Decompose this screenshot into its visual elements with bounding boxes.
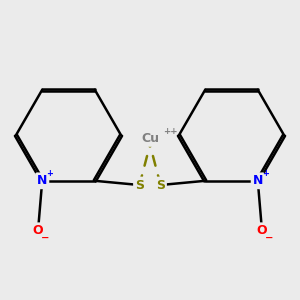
Text: S: S <box>135 178 144 191</box>
Text: N: N <box>37 174 47 187</box>
Text: O: O <box>257 224 267 237</box>
Text: +: + <box>46 169 53 178</box>
Text: ++: ++ <box>163 127 177 136</box>
Text: +: + <box>262 169 268 178</box>
Text: S: S <box>156 178 165 191</box>
Text: Cu: Cu <box>141 132 159 145</box>
Text: −: − <box>265 233 274 243</box>
Text: O: O <box>33 224 43 237</box>
Text: N: N <box>253 174 263 187</box>
Text: −: − <box>41 233 50 243</box>
